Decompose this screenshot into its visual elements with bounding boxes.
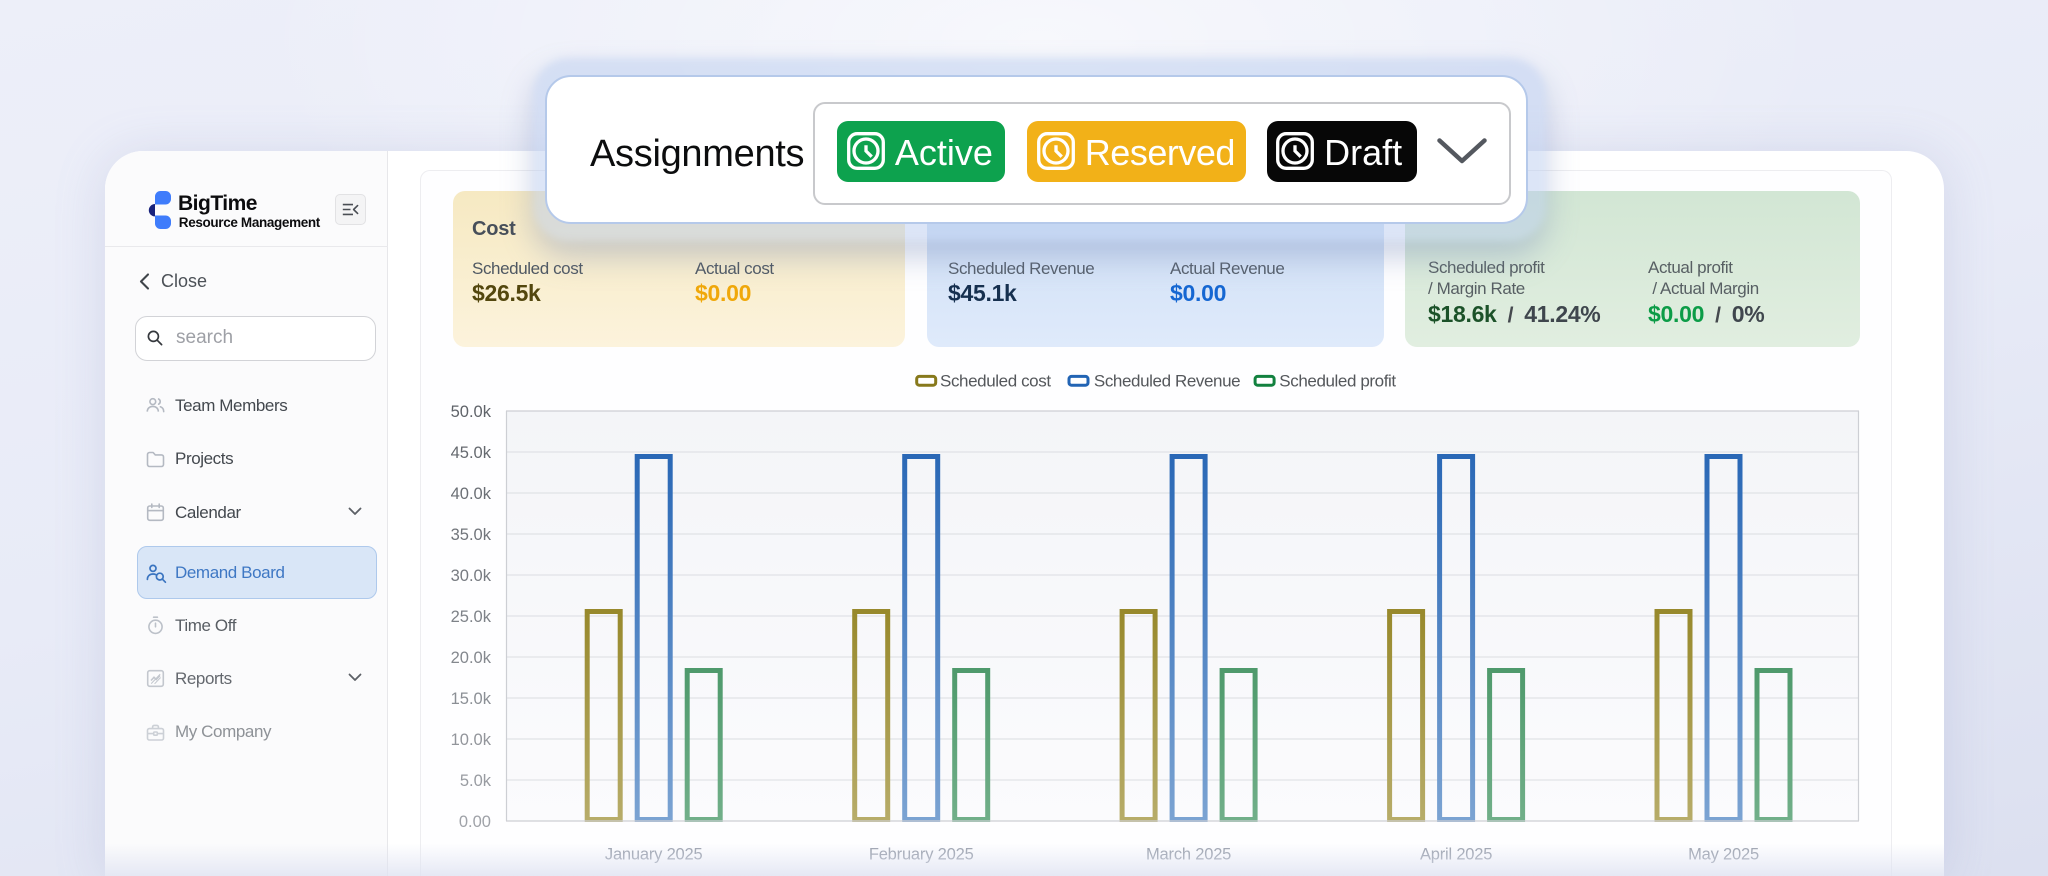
svg-text:April 2025: April 2025: [1420, 846, 1492, 864]
svg-text:May 2025: May 2025: [1688, 846, 1759, 864]
svg-text:45.0k: 45.0k: [451, 444, 492, 462]
svg-text:15.0k: 15.0k: [451, 690, 492, 708]
svg-text:30.0k: 30.0k: [451, 567, 492, 585]
svg-text:40.0k: 40.0k: [451, 485, 492, 503]
svg-text:10.0k: 10.0k: [451, 731, 492, 749]
svg-text:5.0k: 5.0k: [460, 772, 492, 790]
svg-text:35.0k: 35.0k: [451, 526, 492, 544]
svg-text:March 2025: March 2025: [1146, 846, 1231, 864]
svg-text:50.0k: 50.0k: [451, 403, 492, 421]
svg-text:Scheduled Revenue: Scheduled Revenue: [1094, 371, 1240, 390]
svg-text:Scheduled profit: Scheduled profit: [1279, 371, 1396, 390]
svg-text:20.0k: 20.0k: [451, 649, 492, 667]
svg-text:February 2025: February 2025: [869, 846, 974, 864]
svg-text:January 2025: January 2025: [605, 846, 703, 864]
svg-text:0.00: 0.00: [459, 813, 491, 831]
svg-text:25.0k: 25.0k: [451, 608, 492, 626]
svg-text:Scheduled cost: Scheduled cost: [940, 371, 1051, 390]
